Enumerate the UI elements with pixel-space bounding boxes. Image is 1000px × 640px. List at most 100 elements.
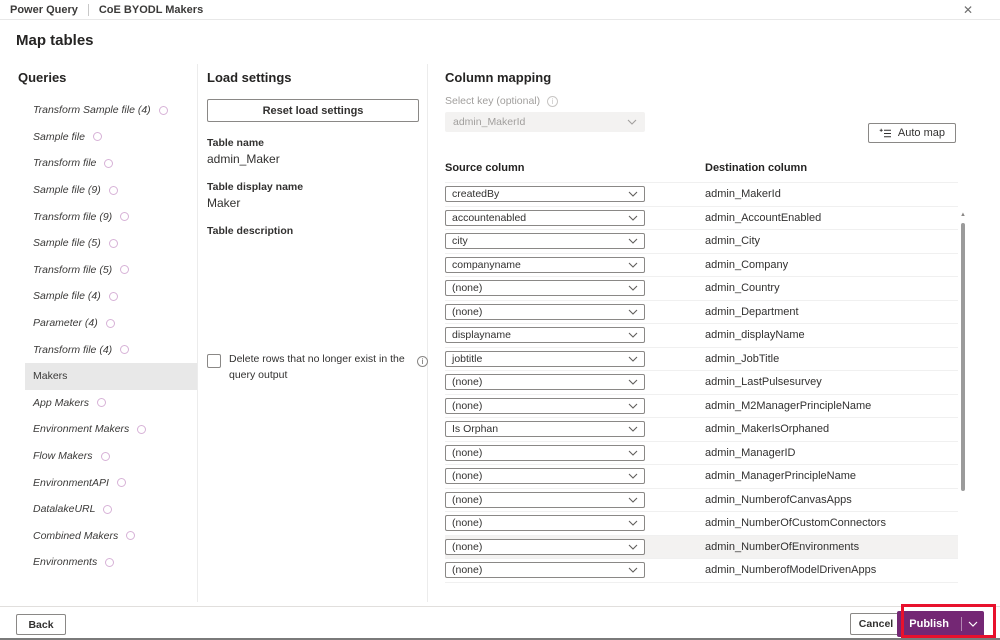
query-list-item[interactable]: Environment Makers — [25, 416, 197, 443]
mapping-row: city admin_City — [445, 230, 958, 254]
source-column-dropdown[interactable]: Is Orphan — [445, 421, 645, 438]
cancel-button[interactable]: Cancel — [850, 613, 902, 635]
publish-split-button[interactable]: Publish — [897, 611, 984, 637]
publish-options-button[interactable] — [962, 621, 984, 627]
scroll-up-icon[interactable]: ▲ — [960, 212, 966, 218]
auto-map-button[interactable]: Auto map — [867, 123, 956, 143]
source-column-dropdown[interactable]: companyname — [445, 256, 645, 273]
source-column-dropdown[interactable]: (none) — [445, 444, 645, 461]
query-list-item[interactable]: Sample file (5) — [25, 230, 197, 257]
chevron-down-icon — [628, 520, 638, 527]
chevron-down-icon — [628, 356, 638, 362]
table-display-name-value: Maker — [207, 196, 241, 210]
source-column-dropdown[interactable]: (none) — [445, 303, 645, 320]
select-key-dropdown[interactable]: admin_MakerId — [445, 112, 645, 132]
chevron-down-icon — [628, 262, 638, 268]
destination-column-value: admin_displayName — [705, 329, 805, 342]
info-icon[interactable]: i — [417, 356, 428, 367]
mapping-row: accountenabled admin_AccountEnabled — [445, 207, 958, 230]
query-list-item[interactable]: Transform file (4) — [25, 336, 197, 363]
loading-spinner-icon — [126, 531, 136, 541]
chevron-down-icon — [628, 285, 638, 292]
source-column-value: (none) — [452, 305, 483, 318]
source-column-dropdown[interactable]: city — [445, 233, 645, 250]
source-column-value: (none) — [452, 540, 483, 553]
chevron-down-icon — [628, 544, 638, 550]
select-key-label: Select key (optional) — [445, 95, 541, 107]
chevron-down-icon — [628, 426, 638, 433]
query-list-item[interactable]: Flow Makers — [25, 443, 197, 470]
chevron-down-icon — [628, 379, 638, 386]
query-item-label: Environment Makers — [33, 423, 130, 436]
mapping-row: (none) admin_NumberOfEnvironments — [445, 535, 958, 559]
query-list-item[interactable]: Transform file — [25, 150, 197, 177]
back-button[interactable]: Back — [16, 614, 66, 635]
source-column-value: (none) — [452, 446, 483, 459]
source-column-dropdown[interactable]: accountenabled — [445, 209, 645, 226]
destination-column-value: admin_Company — [705, 258, 789, 271]
query-item-label: EnvironmentAPI — [33, 476, 109, 489]
mapping-row: (none) admin_M2ManagerPrincipleName — [445, 395, 958, 418]
close-icon[interactable]: ✕ — [962, 3, 973, 17]
mapping-table-rows: createdBy admin_MakerId accountenabled a… — [445, 182, 958, 583]
query-list-item[interactable]: Transform Sample file (4) — [25, 97, 197, 124]
source-column-dropdown[interactable]: (none) — [445, 538, 645, 555]
source-column-dropdown[interactable]: (none) — [445, 397, 645, 414]
query-list-item[interactable]: Environments — [25, 549, 197, 576]
source-column-dropdown[interactable]: (none) — [445, 562, 645, 579]
mapping-row: Is Orphan admin_MakerIsOrphaned — [445, 418, 958, 442]
query-item-label: App Makers — [33, 396, 90, 409]
vertical-scrollbar[interactable]: ▲ ▼ — [958, 212, 968, 640]
scrollbar-thumb[interactable] — [961, 223, 965, 491]
query-list-item[interactable]: Transform file (9) — [25, 203, 197, 230]
source-column-value: (none) — [452, 493, 483, 506]
destination-column-value: admin_NumberOfEnvironments — [705, 540, 860, 553]
query-list-item[interactable]: EnvironmentAPI — [25, 469, 197, 496]
query-item-label: Transform file (9) — [33, 210, 113, 223]
source-column-value: jobtitle — [452, 352, 483, 365]
source-column-value: createdBy — [452, 188, 500, 201]
source-column-dropdown[interactable]: (none) — [445, 491, 645, 508]
chevron-down-icon — [628, 332, 638, 339]
source-column-dropdown[interactable]: (none) — [445, 468, 645, 485]
source-column-dropdown[interactable]: createdBy — [445, 186, 645, 203]
chevron-down-icon — [628, 450, 638, 456]
mapping-row: (none) admin_NumberOfCustomConnectors — [445, 512, 958, 536]
query-list-item[interactable]: Parameter (4) — [25, 310, 197, 337]
select-key-value: admin_MakerId — [453, 116, 526, 128]
delete-rows-checkbox[interactable] — [207, 354, 221, 368]
source-column-dropdown[interactable]: jobtitle — [445, 350, 645, 367]
source-column-dropdown[interactable]: (none) — [445, 374, 645, 391]
source-column-dropdown[interactable]: displayname — [445, 327, 645, 344]
query-list-item[interactable]: Sample file (4) — [25, 283, 197, 310]
delete-rows-label: Delete rows that no longer exist in the … — [229, 353, 405, 381]
destination-column-header: Destination column — [705, 162, 808, 174]
source-column-dropdown[interactable]: (none) — [445, 515, 645, 532]
destination-column-value: admin_NumberOfCustomConnectors — [705, 517, 886, 530]
loading-spinner-icon — [116, 478, 126, 488]
loading-spinner-icon — [97, 398, 107, 408]
query-list-item[interactable]: DatalakeURL — [25, 496, 197, 523]
table-name-value: admin_Maker — [207, 152, 280, 166]
loading-spinner-icon — [104, 158, 114, 168]
query-item-label: Sample file (5) — [33, 237, 101, 250]
query-item-label: Sample file — [33, 130, 85, 143]
query-list-item[interactable]: Makers — [25, 362, 197, 390]
query-list-item[interactable]: Sample file (9) — [25, 177, 197, 204]
table-display-name-label: Table display name — [207, 181, 304, 193]
destination-column-value: admin_Country — [705, 282, 780, 295]
load-settings-heading: Load settings — [207, 70, 292, 85]
queries-panel: Queries Transform Sample file (4) Sample… — [10, 62, 197, 576]
publish-button[interactable]: Publish — [909, 618, 949, 630]
query-list-item[interactable]: App Makers — [25, 390, 197, 417]
query-list-item[interactable]: Combined Makers — [25, 523, 197, 550]
query-list-item[interactable]: Sample file — [25, 124, 197, 151]
query-item-label: Combined Makers — [33, 529, 119, 542]
reset-load-settings-button[interactable]: Reset load settings — [207, 99, 419, 122]
loading-spinner-icon — [158, 105, 168, 115]
source-column-dropdown[interactable]: (none) — [445, 280, 645, 297]
chevron-down-icon — [968, 621, 978, 627]
table-description-label: Table description — [207, 225, 294, 237]
query-list-item[interactable]: Transform file (5) — [25, 257, 197, 284]
